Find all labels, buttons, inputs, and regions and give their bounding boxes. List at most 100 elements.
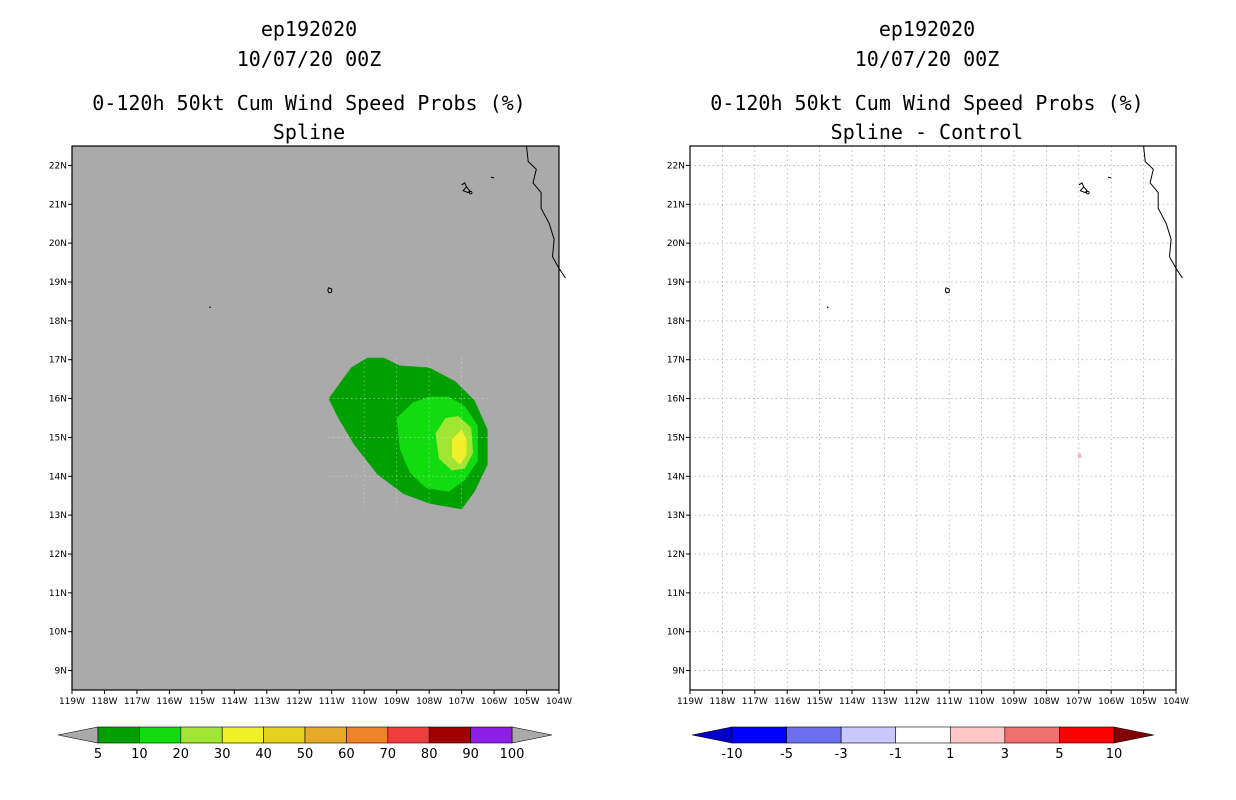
right-y-tick-label: 20N [667,239,685,249]
right-colorbar-label: -5 [780,747,793,762]
left-y-tick-label: 9N [55,667,67,677]
right-colorbar-swatch [786,726,842,744]
left-y-tick-label: 19N [49,278,67,288]
right-x-tick-label: 107W [1066,697,1092,707]
left-x-tick-label: 119W [59,697,85,707]
right-x-tick-label: 110W [969,697,995,707]
right-island [1078,182,1088,194]
right-x-tick-label: 105W [1131,697,1157,707]
left-title: 0-120h 50kt Cum Wind Speed Probs (%) [92,91,526,115]
left-colorbar-label: 40 [255,747,272,762]
left-colorbar-label: 20 [173,747,190,762]
left-colorbar-label: 10 [131,747,148,762]
left-y-tick-label: 13N [49,511,67,521]
left-island [209,306,211,309]
right-subtitle: Spline - Control [830,120,1024,144]
left-subtitle: Spline [272,120,346,144]
right-colorbar-label: 5 [1055,747,1063,762]
left-island [468,190,473,195]
right-y-tick-label: 14N [667,472,685,482]
right-x-tick-label: 115W [807,697,833,707]
left-island [327,287,333,294]
left-x-tick-label: 113W [254,697,280,707]
left-colorbar-swatch [180,726,223,744]
right-y-tick-label: 13N [667,511,685,521]
left-x-tick-label: 105W [513,697,539,707]
left-colorbar-swatch [139,726,182,744]
left-colorbar-arrow-left [57,726,99,744]
right-island [1086,190,1090,195]
right-storm-id: ep192020 [878,17,976,41]
right-y-tick-label: 12N [667,550,685,560]
left-contour-30 [451,429,467,465]
right-x-tick-label: 112W [904,697,930,707]
left-coastline [526,145,566,279]
left-colorbar-swatch [263,726,306,744]
right-x-tick-label: 114W [839,697,865,707]
right-colorbar-label: 3 [1001,747,1009,762]
right-map-border [689,145,1177,691]
right-y-tick-label: 11N [667,589,685,599]
right-colorbar-arrow-right [1113,726,1155,744]
right-colorbar-swatch [949,726,1006,744]
left-y-tick-label: 15N [49,433,67,443]
left-colorbar-label: 5 [94,747,102,762]
right-x-tick-label: 106W [1098,697,1124,707]
right-y-tick-label: 9N [673,667,685,677]
left-x-tick-label: 115W [189,697,215,707]
left-colorbar-label: 90 [462,747,479,762]
left-colorbar-label: 30 [214,747,231,762]
left-x-tick-label: 118W [91,697,117,707]
right-island [944,287,950,294]
right-y-tick-label: 16N [667,395,685,405]
left-x-tick-label: 111W [319,697,345,707]
left-colorbar-swatch [387,726,430,744]
left-colorbar-label: 50 [297,747,314,762]
right-map-panel: 119W 118W 117W 116W 115W 114W 113W 112W 111W 110W… [667,145,1189,762]
left-y-tick-label: 18N [49,317,67,327]
left-colorbar-label: 70 [380,747,397,762]
left-y-tick-label: 21N [49,200,67,210]
left-colorbar-swatch [221,726,264,744]
left-y-tick-label: 17N [49,356,67,366]
left-x-tick-label: 110W [351,697,377,707]
right-x-tick-label: 108W [1033,697,1059,707]
left-colorbar-swatch [346,726,389,744]
left-colorbar-label: 100 [500,747,525,762]
right-colorbar-swatch [895,726,951,744]
right-colorbar-label: -10 [721,747,742,762]
left-map-border [71,145,560,691]
left-colorbar: 5 10 20 30 40 50 60 70 80 90 100 [57,726,553,762]
left-y-tick-label: 14N [49,472,67,482]
left-colorbar-swatch [470,726,513,744]
right-map-background [690,146,1176,690]
left-map-panel: 119W 118W 117W 116W 115W 114W 113W 112W 111W 110W… [49,145,572,762]
right-x-tick-label: 116W [774,697,800,707]
left-colorbar-swatch [97,726,140,744]
right-island [1107,176,1112,179]
right-colorbar-label: 1 [946,747,954,762]
right-colorbar-arrow-left [691,726,733,744]
left-x-tick-label: 108W [416,697,442,707]
left-y-tick-label: 10N [49,628,67,638]
right-x-tick-label: 119W [677,697,703,707]
right-x-tick-label: 113W [871,697,897,707]
right-date: 10/07/20 00Z [854,47,1000,71]
left-y-tick-label: 16N [49,395,67,405]
right-y-tick-label: 10N [667,628,685,638]
left-date: 10/07/20 00Z [236,47,382,71]
left-colorbar-swatch [304,726,347,744]
left-map-background [72,146,559,690]
right-colorbar-label: -3 [835,747,848,762]
left-x-tick-label: 114W [221,697,247,707]
left-x-tick-label: 112W [286,697,312,707]
left-y-tick-label: 22N [49,161,67,171]
right-colorbar-swatch [1059,726,1115,744]
right-contour-1 [1077,453,1082,459]
left-x-tick-label: 104W [546,697,572,707]
left-colorbar-arrow-right [511,726,553,744]
right-title: 0-120h 50kt Cum Wind Speed Probs (%) [710,91,1144,115]
right-colorbar: -10 -5 -3 -1 1 3 5 10 [691,726,1155,762]
left-storm-id: ep192020 [260,17,358,41]
